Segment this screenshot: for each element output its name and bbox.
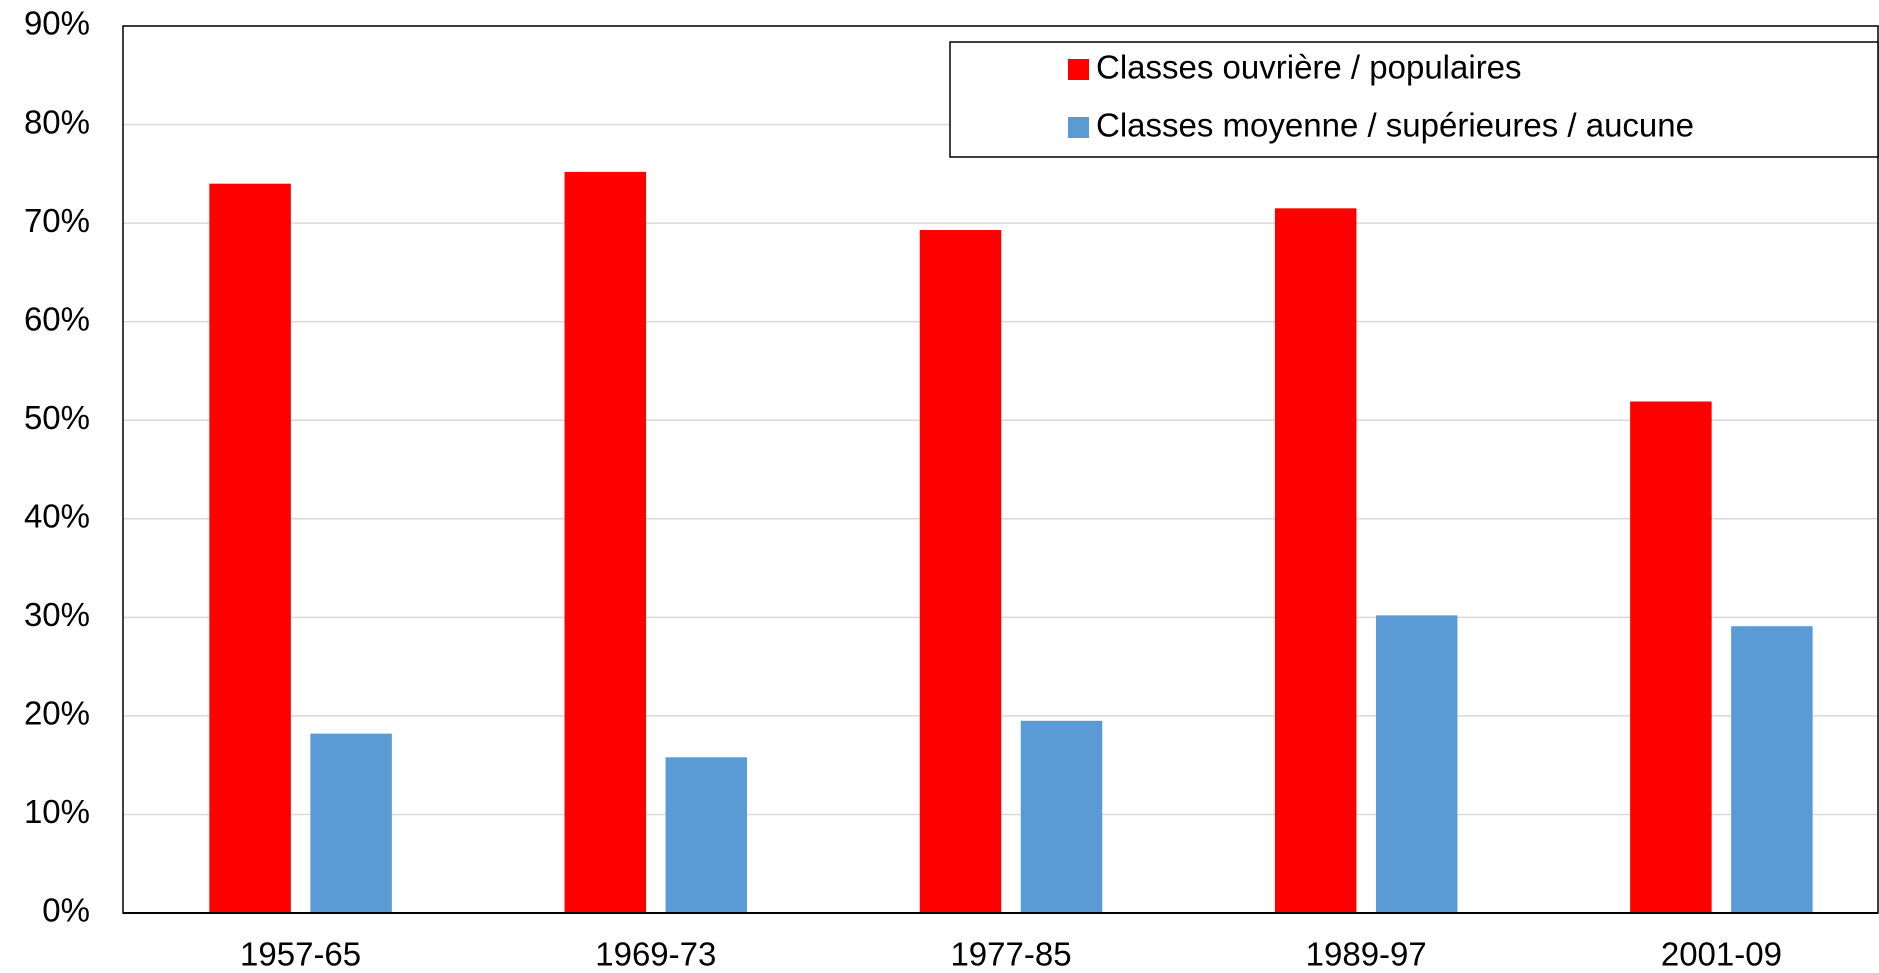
bar bbox=[1731, 626, 1813, 913]
x-tick-label: 1989-97 bbox=[1306, 936, 1427, 973]
y-tick-label: 40% bbox=[24, 497, 90, 534]
y-tick-label: 30% bbox=[24, 596, 90, 633]
bar bbox=[1375, 615, 1458, 913]
y-tick-label: 10% bbox=[24, 793, 90, 830]
x-tick-label: 2001-09 bbox=[1661, 936, 1782, 973]
legend-label: Classes ouvrière / populaires bbox=[1096, 49, 1522, 86]
x-tick-label: 1969-73 bbox=[595, 936, 716, 973]
bar bbox=[919, 230, 1002, 913]
y-tick-label: 50% bbox=[24, 399, 90, 436]
bar bbox=[1630, 401, 1712, 913]
x-tick-label: 1977-85 bbox=[950, 936, 1071, 973]
x-tick-label: 1957-65 bbox=[240, 936, 361, 973]
y-tick-label: 90% bbox=[24, 5, 90, 42]
legend-box bbox=[949, 41, 1879, 158]
bar bbox=[1274, 208, 1357, 914]
legend-label: Classes moyenne / supérieures / aucune bbox=[1096, 107, 1694, 144]
bar bbox=[310, 733, 392, 913]
y-tick-label: 80% bbox=[24, 103, 90, 140]
y-tick-label: 70% bbox=[24, 202, 90, 239]
y-tick-label: 60% bbox=[24, 300, 90, 337]
bar bbox=[564, 171, 647, 913]
bar bbox=[1020, 720, 1103, 913]
bar bbox=[209, 183, 291, 913]
legend-swatch bbox=[1068, 59, 1089, 80]
y-tick-label: 20% bbox=[24, 695, 90, 732]
bar bbox=[665, 757, 748, 913]
legend-swatch bbox=[1068, 117, 1089, 138]
y-tick-label: 0% bbox=[42, 892, 90, 929]
